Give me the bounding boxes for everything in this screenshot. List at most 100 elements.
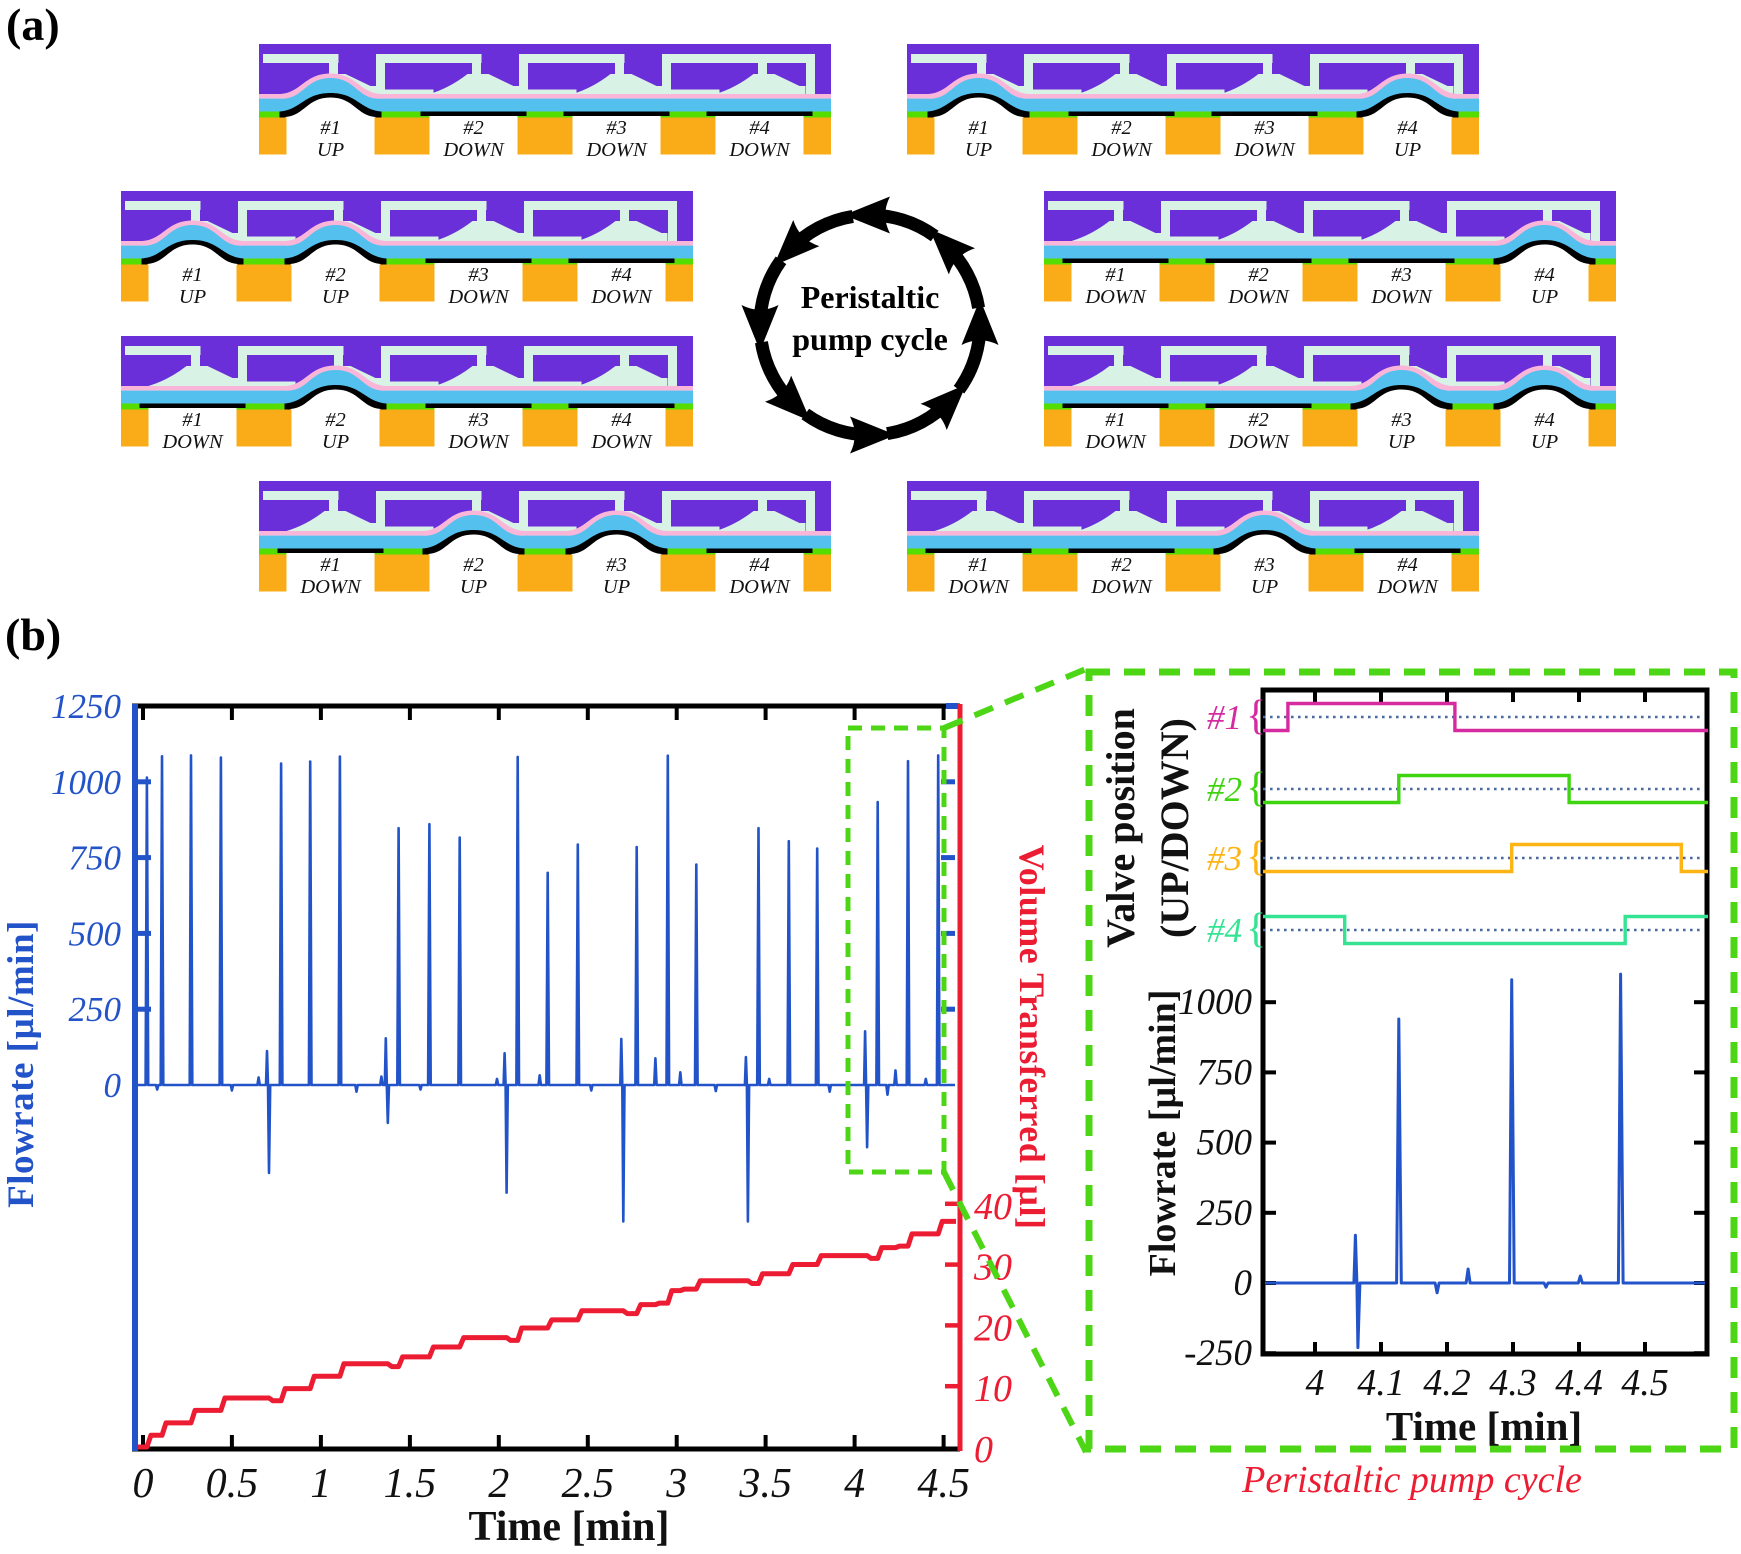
svg-text:#2: #2 <box>325 409 346 431</box>
svg-text:UP: UP <box>460 576 487 598</box>
svg-text:Time [min]: Time [min] <box>468 1504 669 1549</box>
svg-text:750: 750 <box>69 839 122 878</box>
svg-text:UP: UP <box>1388 431 1415 453</box>
svg-text:DOWN: DOWN <box>1227 431 1290 453</box>
svg-text:#1: #1 <box>320 117 341 139</box>
svg-text:(a): (a) <box>6 0 60 50</box>
svg-text:4.5: 4.5 <box>917 1461 970 1507</box>
svg-text:#2: #2 <box>463 554 484 576</box>
svg-text:#2: #2 <box>1248 264 1269 286</box>
svg-text:#2: #2 <box>1111 117 1132 139</box>
svg-text:#4: #4 <box>1207 911 1242 950</box>
svg-text:3: 3 <box>665 1461 687 1507</box>
svg-text:4.4: 4.4 <box>1555 1362 1603 1404</box>
svg-text:#2: #2 <box>1207 770 1242 809</box>
svg-text:0: 0 <box>1234 1263 1253 1304</box>
svg-text:DOWN: DOWN <box>1090 576 1153 598</box>
svg-text:#1: #1 <box>182 264 203 286</box>
svg-text:Flowrate [µl/min]: Flowrate [µl/min] <box>1142 990 1184 1277</box>
svg-text:#3: #3 <box>1254 554 1275 576</box>
svg-text:1000: 1000 <box>51 763 122 802</box>
svg-text:Peristaltic pump cycle: Peristaltic pump cycle <box>1241 1459 1582 1501</box>
svg-text:UP: UP <box>1531 431 1558 453</box>
svg-text:4: 4 <box>844 1461 865 1507</box>
svg-text:(UP/DOWN): (UP/DOWN) <box>1152 718 1197 938</box>
svg-text:#4: #4 <box>1397 117 1418 139</box>
svg-text:2: 2 <box>488 1461 509 1507</box>
svg-text:#4: #4 <box>1397 554 1418 576</box>
svg-text:DOWN: DOWN <box>1233 139 1296 161</box>
svg-text:DOWN: DOWN <box>590 431 653 453</box>
svg-text:3.5: 3.5 <box>738 1461 792 1507</box>
svg-text:#1: #1 <box>1105 409 1126 431</box>
svg-text:UP: UP <box>317 139 344 161</box>
svg-text:DOWN: DOWN <box>161 431 224 453</box>
svg-text:#3: #3 <box>1391 409 1412 431</box>
svg-text:DOWN: DOWN <box>299 576 362 598</box>
svg-text:4: 4 <box>1306 1362 1325 1404</box>
svg-text:(b): (b) <box>5 609 61 660</box>
svg-text:pump cycle: pump cycle <box>792 321 948 357</box>
svg-text:2.5: 2.5 <box>562 1461 615 1507</box>
svg-text:0: 0 <box>104 1066 122 1105</box>
svg-text:250: 250 <box>1197 1193 1253 1234</box>
svg-text:#3: #3 <box>1254 117 1275 139</box>
svg-text:DOWN: DOWN <box>728 139 791 161</box>
svg-text:#1: #1 <box>182 409 203 431</box>
svg-text:Time [min]: Time [min] <box>1386 1403 1582 1449</box>
svg-text:DOWN: DOWN <box>447 286 510 308</box>
svg-text:#1: #1 <box>320 554 341 576</box>
svg-text:#4: #4 <box>1534 264 1555 286</box>
svg-text:DOWN: DOWN <box>1227 286 1290 308</box>
svg-text:#2: #2 <box>325 264 346 286</box>
svg-text:#4: #4 <box>749 554 770 576</box>
svg-text:#4: #4 <box>611 409 632 431</box>
svg-text:4.5: 4.5 <box>1621 1362 1669 1404</box>
svg-text:Volume Transferred [µl]: Volume Transferred [µl] <box>1012 845 1052 1230</box>
svg-text:UP: UP <box>965 139 992 161</box>
svg-text:#4: #4 <box>611 264 632 286</box>
svg-text:#3: #3 <box>1207 839 1242 878</box>
svg-text:DOWN: DOWN <box>1084 431 1147 453</box>
svg-text:4.1: 4.1 <box>1357 1362 1405 1404</box>
svg-text:500: 500 <box>69 914 122 953</box>
svg-text:#2: #2 <box>463 117 484 139</box>
svg-text:DOWN: DOWN <box>1090 139 1153 161</box>
svg-text:Valve position: Valve position <box>1098 708 1143 948</box>
svg-text:UP: UP <box>1531 286 1558 308</box>
svg-text:#1: #1 <box>968 554 989 576</box>
svg-text:0: 0 <box>974 1429 993 1471</box>
svg-text:DOWN: DOWN <box>442 139 505 161</box>
svg-text:UP: UP <box>603 576 630 598</box>
svg-text:1000: 1000 <box>1178 982 1253 1023</box>
svg-text:#3: #3 <box>468 264 489 286</box>
svg-text:UP: UP <box>322 286 349 308</box>
svg-text:DOWN: DOWN <box>728 576 791 598</box>
svg-text:-250: -250 <box>1184 1333 1252 1374</box>
svg-text:UP: UP <box>179 286 206 308</box>
svg-text:40: 40 <box>974 1186 1012 1228</box>
svg-text:DOWN: DOWN <box>590 286 653 308</box>
svg-text:{: { <box>1246 693 1266 739</box>
svg-text:UP: UP <box>322 431 349 453</box>
svg-text:#1: #1 <box>968 117 989 139</box>
svg-text:1250: 1250 <box>51 687 122 726</box>
svg-text:1: 1 <box>310 1461 331 1507</box>
svg-text:1.5: 1.5 <box>384 1461 437 1507</box>
svg-text:{: { <box>1246 906 1266 952</box>
svg-text:#3: #3 <box>468 409 489 431</box>
svg-text:#3: #3 <box>606 117 627 139</box>
svg-text:UP: UP <box>1251 576 1278 598</box>
svg-text:#3: #3 <box>606 554 627 576</box>
svg-text:#2: #2 <box>1111 554 1132 576</box>
svg-text:{: { <box>1246 834 1266 880</box>
svg-text:#2: #2 <box>1248 409 1269 431</box>
svg-text:0.5: 0.5 <box>206 1461 259 1507</box>
svg-text:10: 10 <box>974 1368 1012 1410</box>
svg-text:750: 750 <box>1197 1052 1253 1093</box>
svg-text:UP: UP <box>1394 139 1421 161</box>
svg-text:DOWN: DOWN <box>585 139 648 161</box>
svg-text:Peristaltic: Peristaltic <box>801 279 940 315</box>
svg-text:4.3: 4.3 <box>1489 1362 1537 1404</box>
svg-text:500: 500 <box>1197 1123 1253 1164</box>
